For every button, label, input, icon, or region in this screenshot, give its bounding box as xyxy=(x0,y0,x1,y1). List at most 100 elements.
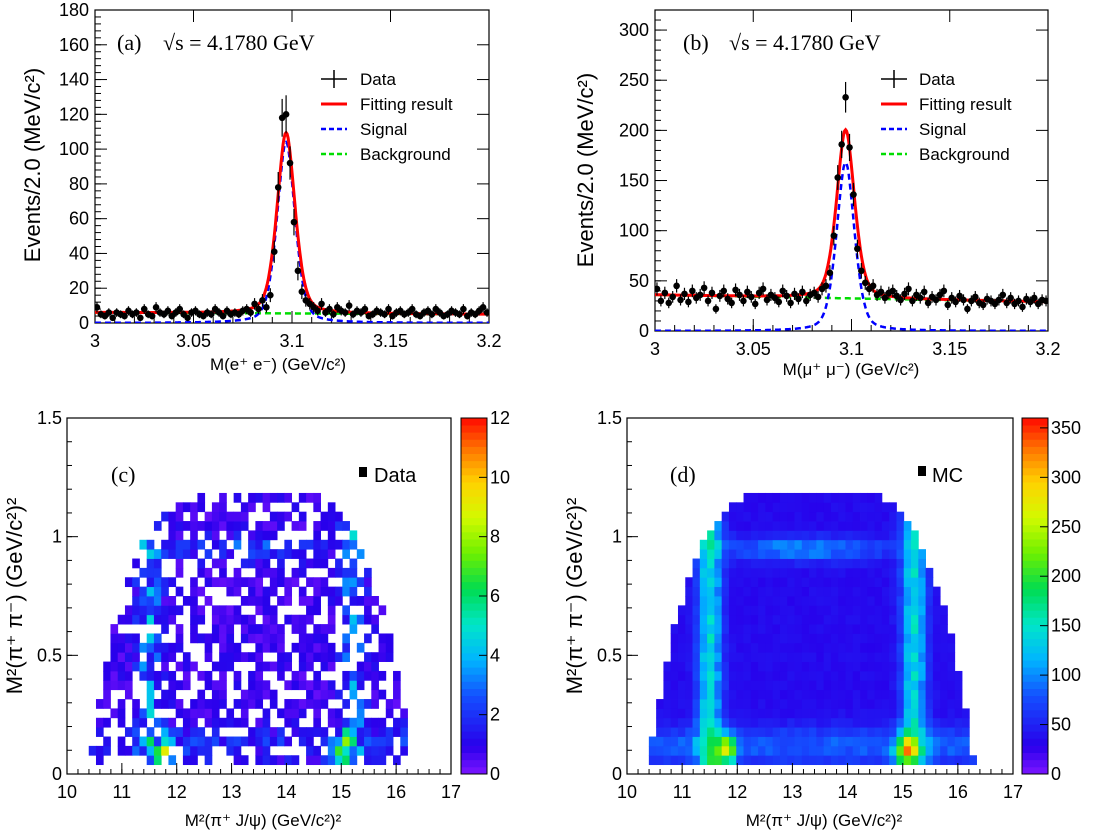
heatmap-cell xyxy=(889,530,897,541)
heatmap-cell xyxy=(306,605,314,616)
heatmap-cell xyxy=(940,689,948,700)
heatmap-cell xyxy=(707,633,715,644)
heatmap-cell xyxy=(772,502,781,513)
heatmap-cell xyxy=(758,596,766,606)
heatmap-cell xyxy=(320,642,329,653)
colorbar-swatch xyxy=(1022,603,1048,611)
heatmap-cell xyxy=(940,670,948,681)
heatmap-cell xyxy=(911,614,919,625)
heatmap-cell xyxy=(940,605,948,616)
heatmap-cell xyxy=(758,492,766,503)
heatmap-cell xyxy=(190,717,198,728)
heatmap-cell xyxy=(750,717,759,728)
heatmap-cell xyxy=(327,605,336,616)
heatmap-cell xyxy=(816,642,825,653)
heatmap-cell xyxy=(867,558,876,569)
heatmap-cell xyxy=(182,708,191,719)
heatmap-cell xyxy=(860,689,868,700)
heatmap-cell xyxy=(699,689,708,700)
heatmap-cell xyxy=(787,642,795,653)
heatmap-cell xyxy=(903,652,912,662)
heatmap-cell xyxy=(881,586,890,597)
heatmap-cell xyxy=(219,699,227,709)
heatmap-cell xyxy=(197,670,206,681)
heatmap-cell xyxy=(918,567,926,578)
heatmap-cell xyxy=(699,736,708,747)
heatmap-cell xyxy=(801,661,810,672)
heatmap-cell xyxy=(240,633,249,644)
heatmap-cell xyxy=(707,736,715,747)
data-point xyxy=(716,292,724,300)
heatmap-cell xyxy=(772,549,781,559)
colorbar-swatch xyxy=(461,603,487,611)
heatmap-cell xyxy=(356,745,365,756)
heatmap-cell xyxy=(889,549,897,559)
heatmap-cell xyxy=(903,699,912,709)
heatmap-cell xyxy=(881,633,890,644)
heatmap-cell xyxy=(371,680,379,691)
heatmap-cell xyxy=(313,745,321,756)
heatmap-cell xyxy=(175,530,184,541)
heatmap-cell xyxy=(772,755,781,766)
heatmap-cell xyxy=(794,558,803,569)
colorbar-swatch xyxy=(1022,631,1048,640)
colorbar-tick-label: 0 xyxy=(490,764,500,784)
heatmap-cell xyxy=(801,708,810,719)
heatmap-cell xyxy=(911,530,919,541)
heatmap-cell xyxy=(714,717,723,728)
heatmap-cell xyxy=(248,689,256,700)
heatmap-cell xyxy=(860,511,868,522)
heatmap-cell xyxy=(139,736,148,747)
heatmap-cell xyxy=(306,577,314,588)
heatmap-cell xyxy=(161,727,169,737)
heatmap-cell xyxy=(277,661,285,672)
heatmap-cell xyxy=(881,745,890,756)
heatmap-cell xyxy=(670,727,679,737)
heatmap-cell xyxy=(801,642,810,653)
heatmap-cell xyxy=(925,596,934,606)
heatmap-cell xyxy=(743,708,752,719)
heatmap-cell xyxy=(954,689,963,700)
heatmap-cell xyxy=(721,755,730,766)
heatmap-cell xyxy=(670,708,679,719)
heatmap-cell xyxy=(947,699,956,709)
heatmap-cell xyxy=(663,727,672,737)
heatmap-cell xyxy=(240,755,249,766)
heatmap-cell xyxy=(809,736,817,747)
heatmap-cell xyxy=(233,539,242,550)
heatmap-cell xyxy=(132,727,140,737)
heatmap-cell xyxy=(765,539,774,550)
heatmap-cell xyxy=(364,586,372,597)
heatmap-cell xyxy=(823,708,832,719)
heatmap-cell xyxy=(385,708,394,719)
heatmap-cell xyxy=(896,624,905,634)
heatmap-cell xyxy=(830,492,839,503)
heatmap-cell xyxy=(728,736,737,747)
heatmap-cell xyxy=(364,745,372,756)
heatmap-cell xyxy=(349,736,358,747)
heatmap-cell xyxy=(204,596,213,606)
heatmap-cell xyxy=(852,502,861,513)
heatmap-cell xyxy=(889,745,897,756)
heatmap-cell xyxy=(291,699,300,709)
heatmap-cell xyxy=(240,652,249,662)
heatmap-cell xyxy=(219,670,227,681)
heatmap-cell xyxy=(175,511,184,522)
heatmap-cell xyxy=(779,511,788,522)
heatmap-cell xyxy=(728,605,737,616)
heatmap-cell xyxy=(809,727,817,737)
heatmap-cell xyxy=(794,624,803,634)
heatmap-cell xyxy=(103,736,111,747)
colorbar-swatch xyxy=(1022,474,1048,483)
heatmap-cell xyxy=(692,633,701,644)
heatmap-cell xyxy=(779,558,788,569)
heatmap-cell xyxy=(714,699,723,709)
heatmap-cell xyxy=(801,502,810,513)
heatmap-cell xyxy=(306,642,314,653)
heatmap-cell xyxy=(677,605,686,616)
heatmap-cell xyxy=(765,624,774,634)
heatmap-cell xyxy=(714,755,723,766)
heatmap-cell xyxy=(168,530,177,541)
heatmap-cell xyxy=(349,586,358,597)
